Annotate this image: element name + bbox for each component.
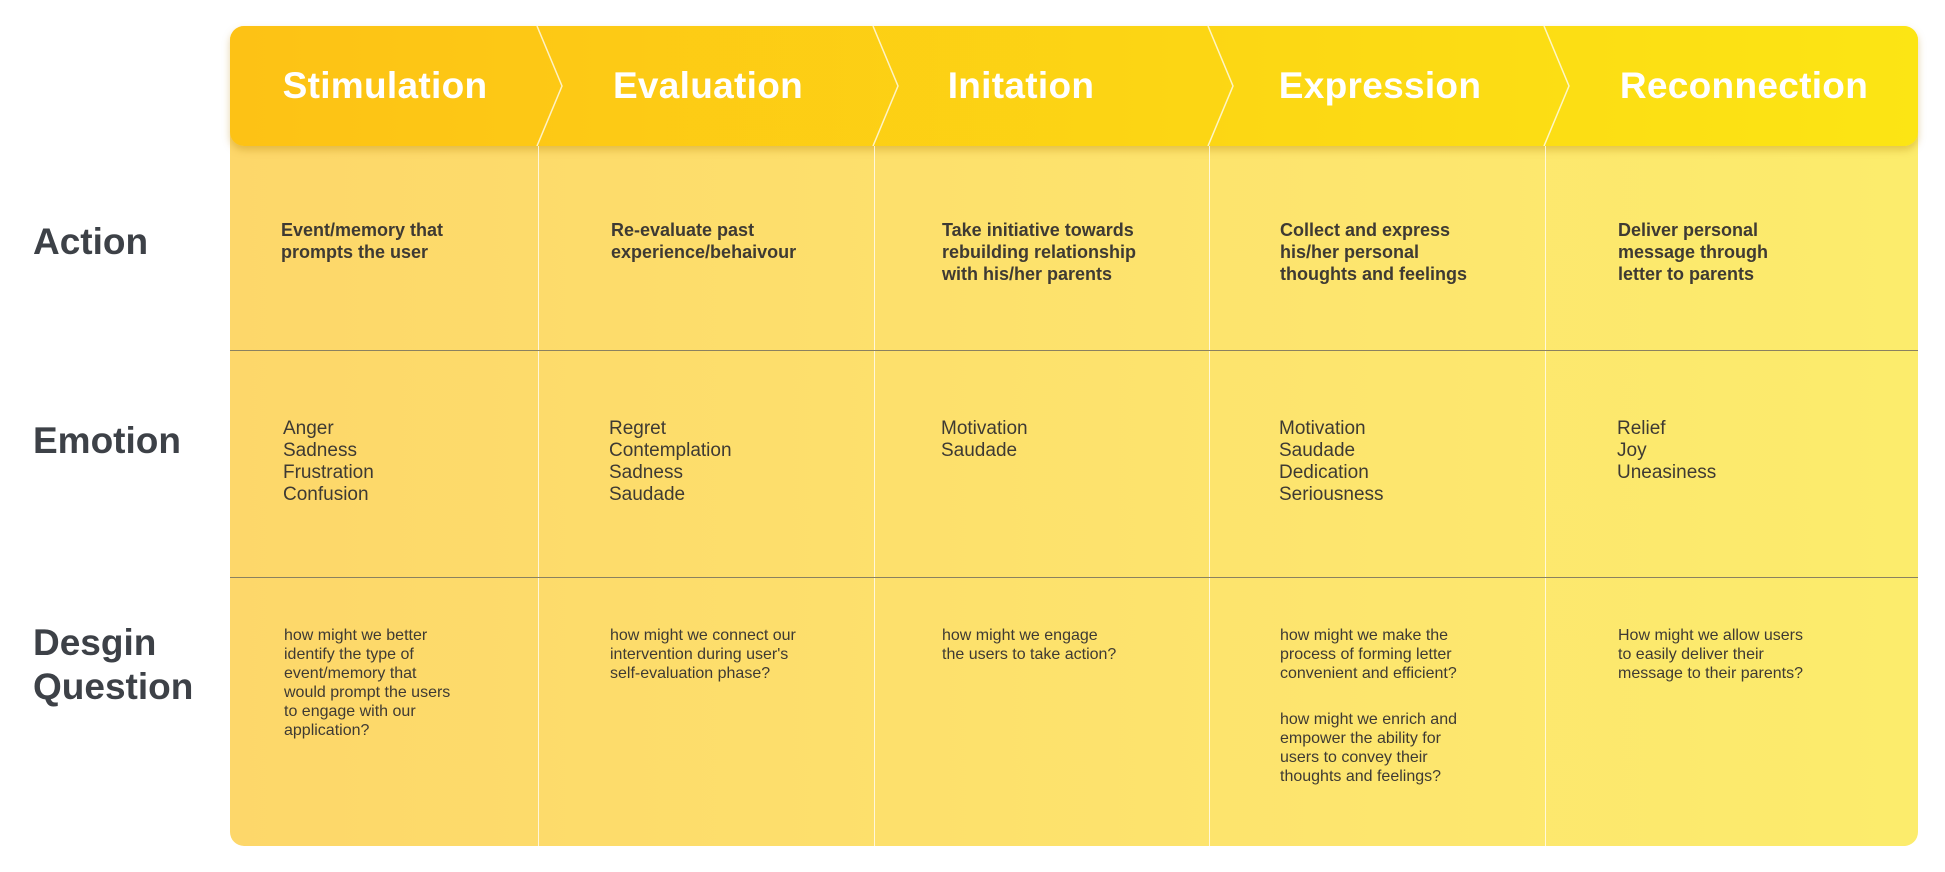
- emotion-item: Sadness: [283, 440, 357, 461]
- column-divider: [874, 146, 875, 846]
- question-line: process of forming letter: [1280, 646, 1452, 663]
- question-line: the users to take action?: [942, 646, 1117, 663]
- stage-reconnection: Reconnection: [1619, 65, 1869, 106]
- row-divider: [230, 577, 1918, 578]
- emotion-item: Anger: [283, 418, 334, 439]
- design-question: how might we better identify the type of…: [284, 626, 450, 740]
- row-label-line: Desgin: [33, 622, 157, 663]
- journey-map-board: [230, 26, 1918, 846]
- question-line: self-evaluation phase?: [610, 665, 771, 682]
- row-label-action: Action: [33, 221, 149, 262]
- question-cell-evaluation: how might we connect our intervention du…: [610, 626, 796, 710]
- action-text: thoughts and feelings: [1280, 264, 1467, 284]
- question-line: identify the type of: [284, 646, 414, 663]
- emotion-cell-evaluation: Regret Contemplation Sadness Saudade: [609, 418, 732, 506]
- question-line: would prompt the users: [284, 684, 451, 701]
- question-line: message to their parents?: [1618, 665, 1803, 682]
- stage-initation: Initation: [947, 65, 1095, 106]
- design-question: How might we allow users to easily deliv…: [1618, 626, 1803, 683]
- design-question: how might we make the process of forming…: [1280, 626, 1457, 683]
- emotion-item: Seriousness: [1279, 484, 1384, 505]
- question-line: how might we engage: [942, 627, 1098, 644]
- row-label-line: Question: [33, 666, 194, 707]
- emotion-cell-expression: Motivation Saudade Dedication Seriousnes…: [1279, 418, 1384, 506]
- stage-arrows: [230, 26, 1918, 146]
- action-text: prompts the user: [281, 242, 429, 262]
- emotion-cell-initation: Motivation Saudade: [941, 418, 1028, 462]
- action-text: letter to parents: [1618, 264, 1755, 284]
- question-line: how might we connect our: [610, 627, 796, 644]
- emotion-item: Regret: [609, 418, 667, 439]
- emotion-item: Sadness: [609, 462, 683, 483]
- emotion-item: Contemplation: [609, 440, 732, 461]
- action-text: Event/memory that: [281, 220, 444, 240]
- question-line: how might we enrich and: [1280, 711, 1457, 728]
- action-text: his/her personal: [1280, 242, 1420, 262]
- column-divider: [1209, 146, 1210, 846]
- question-cell-initation: how might we engage the users to take ac…: [942, 626, 1116, 691]
- emotion-item: Relief: [1617, 418, 1666, 439]
- emotion-item: Saudade: [941, 440, 1018, 461]
- stage-expression: Expression: [1278, 65, 1482, 106]
- question-line: users to convey their: [1280, 749, 1428, 766]
- question-line: empower the ability for: [1280, 730, 1441, 747]
- question-line: to easily deliver their: [1618, 646, 1764, 663]
- question-line: how might we better: [284, 627, 428, 644]
- emotion-item: Motivation: [1279, 418, 1366, 439]
- action-cell-reconnection: Deliver personal message through letter …: [1618, 219, 1768, 285]
- row-divider: [230, 350, 1918, 351]
- action-text: Deliver personal: [1618, 220, 1759, 240]
- action-text: Take initiative towards: [942, 220, 1134, 240]
- question-line: convenient and efficient?: [1280, 665, 1457, 682]
- action-text: experience/behaivour: [611, 242, 797, 262]
- action-text: message through: [1618, 242, 1769, 262]
- emotion-item: Motivation: [941, 418, 1028, 439]
- question-line: How might we allow users: [1618, 627, 1803, 644]
- emotion-cell-reconnection: Relief Joy Uneasiness: [1617, 418, 1716, 484]
- design-question: how might we engage the users to take ac…: [942, 626, 1116, 664]
- action-cell-stimulation: Event/memory that prompts the user: [281, 219, 443, 263]
- row-label-emotion: Emotion: [33, 420, 181, 461]
- emotion-item: Joy: [1617, 440, 1647, 461]
- column-divider: [538, 146, 539, 846]
- emotion-cell-stimulation: Anger Sadness Frustration Confusion: [283, 418, 374, 506]
- stage-header-bar: [230, 26, 1918, 146]
- design-question: how might we connect our intervention du…: [610, 626, 796, 683]
- question-cell-expression: how might we make the process of forming…: [1280, 626, 1457, 813]
- emotion-item: Uneasiness: [1617, 462, 1717, 483]
- action-cell-expression: Collect and express his/her personal tho…: [1280, 219, 1467, 285]
- emotion-item: Saudade: [1279, 440, 1356, 461]
- column-divider: [1545, 146, 1546, 846]
- emotion-item: Confusion: [283, 484, 369, 505]
- question-cell-reconnection: How might we allow users to easily deliv…: [1618, 626, 1803, 710]
- design-question: how might we enrich and empower the abil…: [1280, 710, 1457, 786]
- action-text: Collect and express: [1280, 220, 1451, 240]
- emotion-item: Dedication: [1279, 462, 1369, 483]
- action-text: Re-evaluate past: [611, 220, 755, 240]
- question-line: event/memory that: [284, 665, 417, 682]
- action-cell-initation: Take initiative towards rebuilding relat…: [942, 219, 1136, 285]
- question-line: application?: [284, 722, 370, 739]
- emotion-item: Saudade: [609, 484, 686, 505]
- question-line: to engage with our: [284, 703, 416, 720]
- question-line: thoughts and feelings?: [1280, 768, 1442, 785]
- question-cell-stimulation: how might we better identify the type of…: [284, 626, 450, 767]
- stage-stimulation: Stimulation: [282, 65, 488, 106]
- question-line: intervention during user's: [610, 646, 789, 663]
- action-text: rebuilding relationship: [942, 242, 1137, 262]
- stage-evaluation: Evaluation: [612, 65, 804, 106]
- row-label-design-question: Desgin Question: [33, 621, 193, 709]
- question-line: how might we make the: [1280, 627, 1449, 644]
- action-text: with his/her parents: [942, 264, 1113, 284]
- emotion-item: Frustration: [283, 462, 374, 483]
- action-cell-evaluation: Re-evaluate past experience/behaivour: [611, 219, 796, 263]
